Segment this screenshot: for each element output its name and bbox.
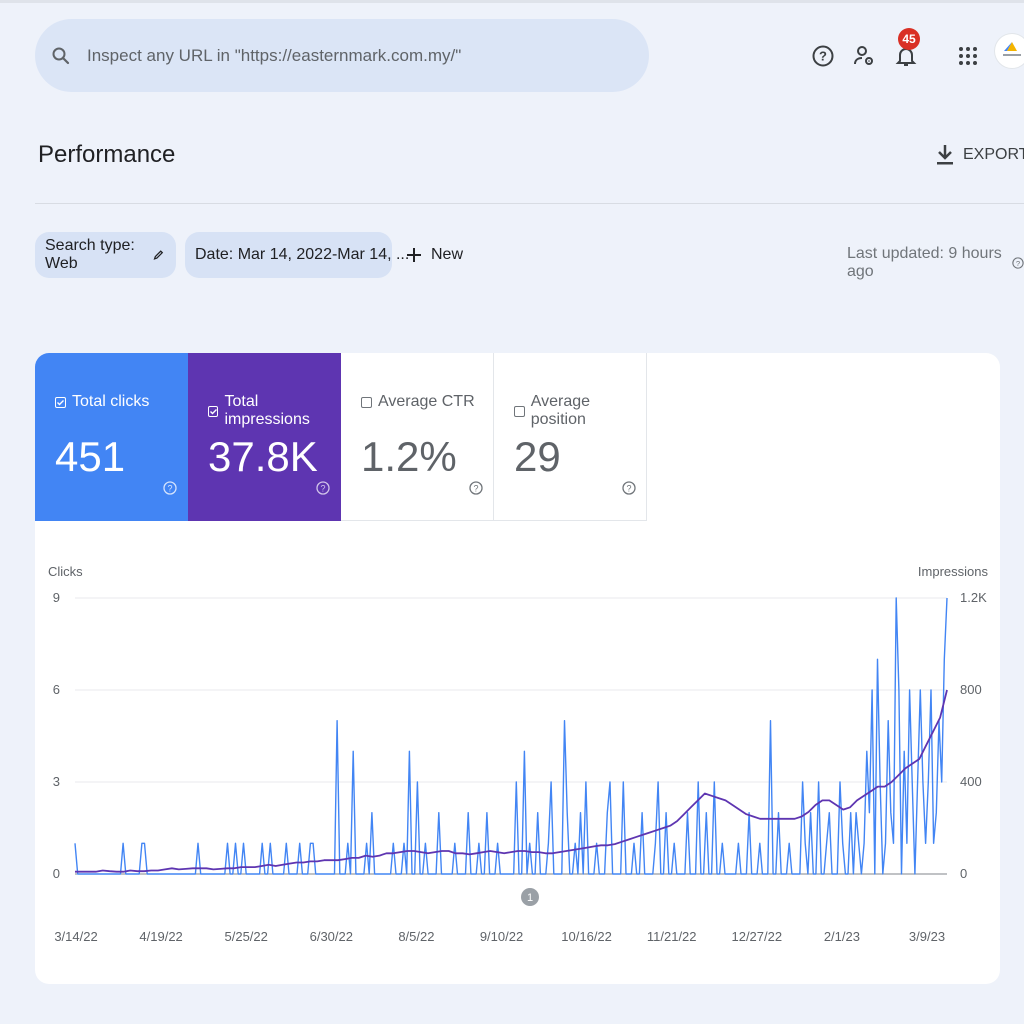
metric-value: 1.2% [361, 433, 457, 480]
date-filter-chip[interactable]: Date: Mar 14, 2022-Mar 14, ... [185, 232, 409, 278]
x-tick-label: 3/14/22 [54, 929, 97, 944]
metric-label: Average position [530, 393, 591, 428]
help-outline-icon[interactable]: ? [316, 481, 330, 500]
y-tick-label-left: 0 [53, 866, 60, 881]
search-icon [51, 46, 71, 66]
annotation-label: 1 [527, 892, 533, 904]
export-label: EXPORT [963, 146, 1024, 163]
metric-average-ctr[interactable]: Average CTR 1.2% ? [341, 353, 494, 521]
y-tick-label-right: 1.2K [960, 590, 987, 605]
metric-label-row: Total impressions [208, 393, 341, 429]
annotation-marker[interactable] [521, 888, 539, 906]
metric-label: Average CTR [378, 393, 475, 410]
metric-value: 37.8K [208, 433, 318, 480]
search-type-label: Search type: Web [45, 237, 135, 272]
x-tick-label: 6/30/22 [310, 929, 353, 944]
plus-icon [407, 248, 421, 262]
new-filter-label: New [431, 246, 464, 263]
metric-label-row: Total clicks [55, 393, 149, 411]
manage-users-icon[interactable] [852, 44, 876, 68]
y-tick-label-left: 3 [53, 774, 60, 789]
metric-value: 451 [55, 433, 126, 480]
help-outline-icon[interactable]: ? [163, 481, 177, 500]
export-button[interactable]: EXPORT [936, 140, 1024, 170]
search-type-filter-chip[interactable]: Search type: Web [35, 232, 176, 278]
help-outline-icon[interactable]: ? [1012, 256, 1024, 270]
svg-text:?: ? [473, 484, 478, 494]
y-tick-label-right: 400 [960, 774, 982, 789]
svg-text:?: ? [167, 484, 172, 494]
account-avatar[interactable] [995, 34, 1024, 68]
checkbox-checked-icon[interactable] [55, 396, 66, 408]
svg-text:?: ? [626, 484, 631, 494]
x-tick-label: 8/5/22 [398, 929, 434, 944]
metric-average-position[interactable]: Average position 29 ? [494, 353, 647, 521]
x-tick-label: 11/21/22 [647, 929, 697, 944]
x-tick-label: 9/10/22 [480, 929, 523, 944]
help-outline-icon[interactable]: ? [469, 481, 483, 500]
notification-count-badge[interactable]: 45 [898, 28, 920, 50]
last-updated-text: Last updated: 9 hours ago [847, 245, 1002, 280]
y-tick-label-right: 0 [960, 866, 967, 881]
y-tick-label-left: 6 [53, 682, 60, 697]
y-tick-label-left: 9 [53, 590, 60, 605]
help-outline-icon[interactable]: ? [622, 481, 636, 500]
y-axis-label-right: Impressions [918, 564, 989, 579]
last-updated-status: Last updated: 9 hours ago ? [847, 245, 1024, 281]
y-tick-label-right: 800 [960, 682, 982, 697]
metric-total-impressions[interactable]: Total impressions 37.8K ? [188, 353, 341, 521]
series-line-impressions [75, 689, 948, 873]
svg-text:?: ? [819, 49, 827, 64]
apps-grid-icon[interactable] [956, 44, 980, 68]
y-axis-label-left: Clicks [48, 564, 83, 579]
metric-total-clicks[interactable]: Total clicks 451 ? [35, 353, 188, 521]
series-line-clicks [74, 597, 948, 875]
metric-value: 29 [514, 433, 561, 480]
date-range-label: Date: Mar 14, 2022-Mar 14, ... [195, 246, 410, 263]
x-tick-label: 3/9/23 [909, 929, 945, 944]
new-filter-button[interactable]: New [406, 238, 463, 272]
metric-label: Total impressions [224, 393, 310, 428]
x-tick-label: 12/27/22 [731, 929, 782, 944]
metric-label-row: Average CTR [361, 393, 475, 411]
checkbox-unchecked-icon[interactable] [514, 405, 525, 417]
top-border [0, 0, 1024, 3]
performance-chart[interactable]: 9 1.2K 6 800 3 400 0 0 Clicks Impressions 3/14/22 4… [35, 353, 1000, 984]
help-icon[interactable]: ? [811, 44, 835, 68]
x-tick-label: 5/25/22 [225, 929, 268, 944]
checkbox-checked-icon[interactable] [208, 405, 219, 417]
header-divider [35, 203, 1024, 204]
performance-card: Total clicks 451 ? Total impressions 37.… [35, 353, 1000, 984]
metric-label-row: Average position [514, 393, 646, 429]
download-icon [937, 145, 953, 165]
x-tick-label: 4/19/22 [139, 929, 182, 944]
account-logo-icon [1003, 42, 1021, 56]
svg-text:?: ? [1016, 259, 1020, 268]
svg-text:?: ? [320, 484, 325, 494]
x-tick-label: 2/1/23 [824, 929, 860, 944]
page-title: Performance [38, 141, 176, 168]
x-tick-label: 10/16/22 [561, 929, 612, 944]
search-input[interactable] [85, 44, 629, 67]
metric-label: Total clicks [72, 393, 150, 410]
checkbox-unchecked-icon[interactable] [361, 396, 372, 408]
url-inspection-search[interactable] [35, 19, 649, 92]
edit-pencil-icon[interactable] [153, 248, 164, 262]
